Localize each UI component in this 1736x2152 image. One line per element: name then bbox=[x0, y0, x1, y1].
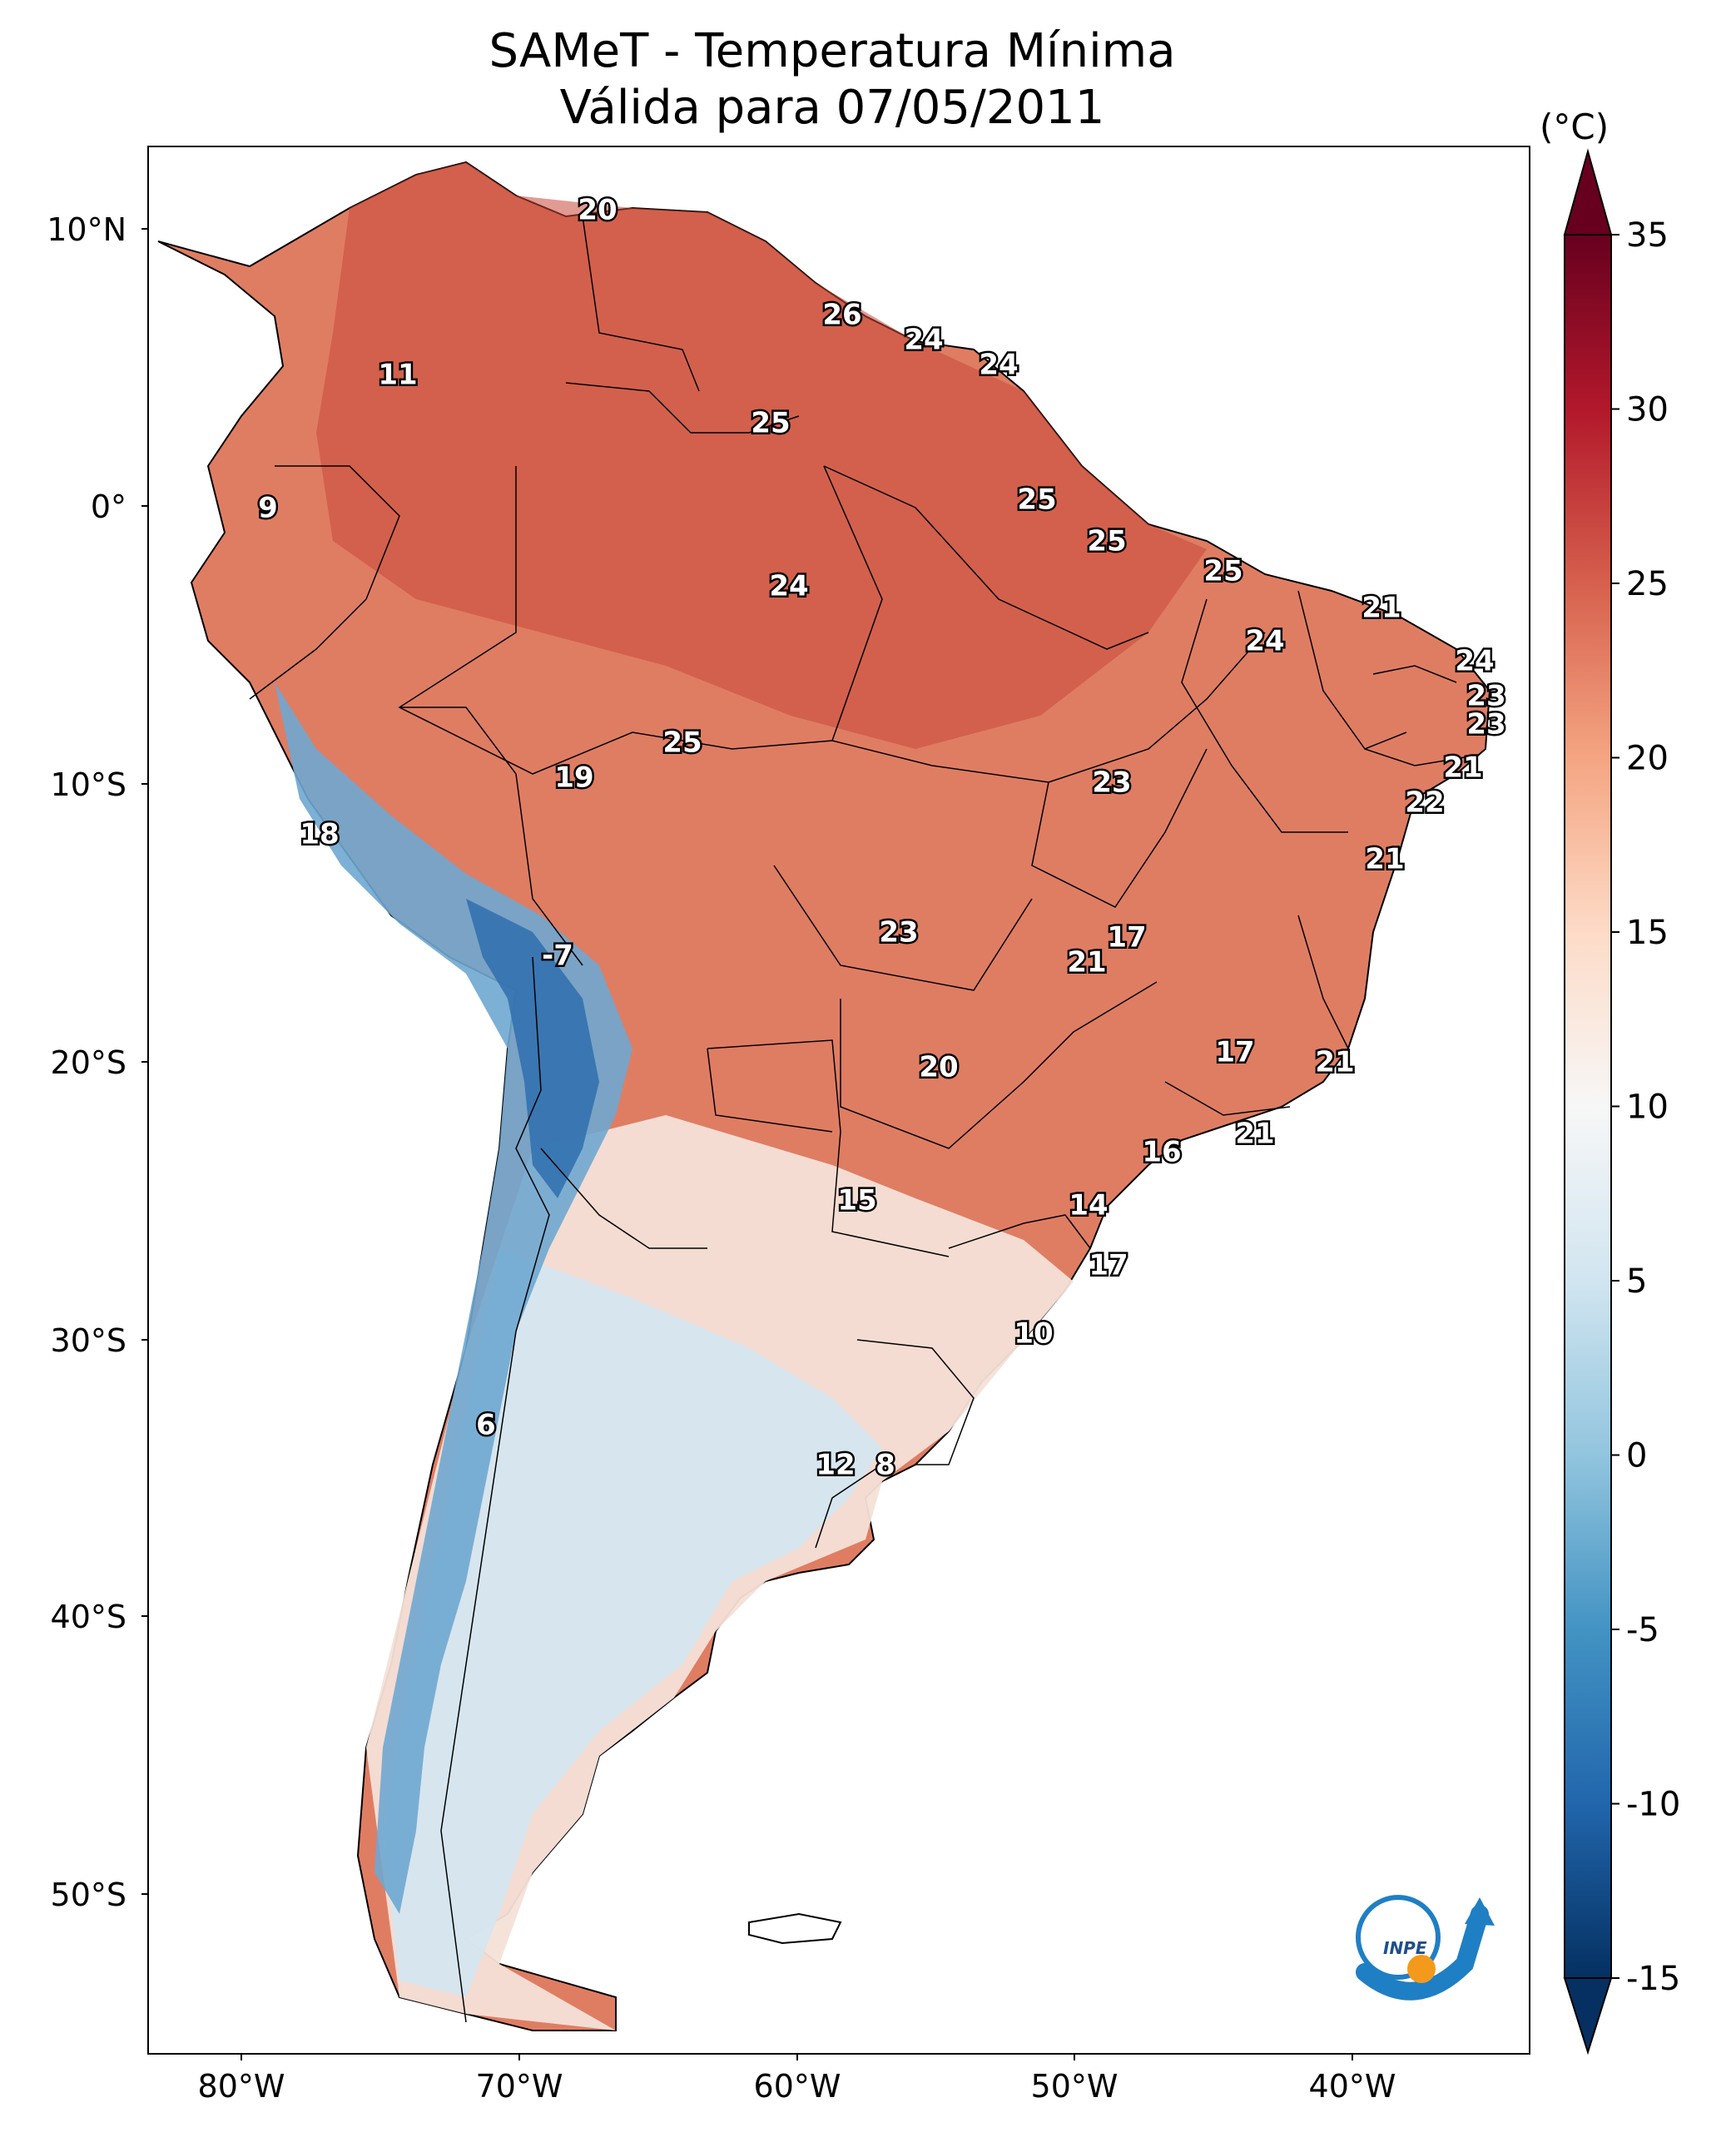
lat-tick-label: 30°S bbox=[51, 1322, 126, 1359]
colorbar-tick-label: 20 bbox=[1626, 740, 1669, 778]
temp-label: 15 bbox=[837, 1184, 876, 1217]
lat-tick-label: 10°S bbox=[51, 766, 126, 803]
temp-label: 21 bbox=[1362, 592, 1401, 625]
temp-label: 25 bbox=[1203, 555, 1242, 588]
temp-label: 17 bbox=[1215, 1036, 1254, 1069]
temp-label: 25 bbox=[1087, 525, 1126, 558]
country-state-borders bbox=[249, 216, 1466, 2023]
lon-tick-label: 70°W bbox=[476, 2068, 563, 2105]
temp-label: 25 bbox=[662, 726, 702, 760]
temp-label: 20 bbox=[578, 194, 617, 227]
temp-label: 20 bbox=[919, 1051, 958, 1084]
lat-tick-label: 40°S bbox=[51, 1599, 126, 1635]
hot-region-north bbox=[316, 162, 1207, 749]
temp-label: 17 bbox=[1107, 921, 1146, 955]
temp-label: 9 bbox=[258, 492, 278, 525]
colorbar-tick-label: -15 bbox=[1626, 1960, 1680, 1998]
temp-label: 26 bbox=[822, 299, 861, 332]
temp-label: 21 bbox=[1365, 843, 1404, 876]
lon-tick-label: 40°W bbox=[1309, 2068, 1396, 2105]
temp-label: 25 bbox=[751, 407, 790, 440]
temp-label: 14 bbox=[1069, 1189, 1108, 1222]
altiplano-coldest bbox=[466, 899, 599, 1198]
temp-label: 23 bbox=[1092, 766, 1131, 800]
lon-tick-label: 50°W bbox=[1031, 2068, 1118, 2105]
lat-tick-label: 10°N bbox=[47, 211, 126, 248]
temp-label: 24 bbox=[979, 349, 1018, 382]
temperature-field bbox=[157, 161, 1491, 2031]
temp-label: 24 bbox=[904, 324, 943, 357]
lat-tick-label: 0° bbox=[91, 488, 126, 525]
temp-label: 24 bbox=[1455, 645, 1494, 678]
inpe-logo: INPE bbox=[1356, 1895, 1495, 2001]
colorbar: 35 30 25 20 15 10 5 0 -5 -10 -15 bbox=[1563, 148, 1680, 2055]
colorbar-extend-max bbox=[1563, 148, 1613, 236]
lat-tick-label: 20°S bbox=[51, 1044, 126, 1081]
lon-tick-label: 80°W bbox=[198, 2068, 285, 2105]
cold-region-pampas bbox=[383, 1248, 882, 1997]
temp-label: 19 bbox=[554, 761, 593, 795]
colorbar-unit-label: (°C) bbox=[1540, 107, 1610, 147]
lon-tick-label: 60°W bbox=[754, 2068, 841, 2105]
map-subtitle: Válida para 07/05/2011 bbox=[559, 81, 1105, 135]
longitude-axis: 80°W 70°W 60°W 50°W 40°W bbox=[198, 2054, 1396, 2105]
temp-label: 23 bbox=[1466, 708, 1505, 741]
temp-label: -7 bbox=[542, 940, 573, 973]
temp-label: 12 bbox=[816, 1449, 855, 1482]
colorbar-tick-label: 0 bbox=[1626, 1437, 1647, 1475]
falkland-islands bbox=[748, 1912, 842, 1945]
temp-label: 11 bbox=[378, 359, 417, 392]
map-title: SAMeT - Temperatura Mínima bbox=[489, 24, 1176, 78]
temp-label: 21 bbox=[1315, 1046, 1354, 1079]
colorbar-tick-label: 15 bbox=[1626, 914, 1669, 952]
map-frame bbox=[147, 146, 1530, 2055]
latitude-axis: 10°N 0° 10°S 20°S 30°S 40°S 50°S bbox=[47, 211, 148, 1913]
temp-label: 16 bbox=[1142, 1136, 1181, 1169]
colorbar-tick-label: 5 bbox=[1626, 1262, 1647, 1301]
colorbar-tick-label: 25 bbox=[1626, 565, 1669, 603]
temp-label: 8 bbox=[875, 1449, 895, 1482]
temp-label: 24 bbox=[1245, 625, 1284, 658]
temp-label: 6 bbox=[476, 1409, 496, 1442]
temp-label: 23 bbox=[879, 916, 918, 950]
colorbar-tick-label: 35 bbox=[1626, 216, 1669, 255]
temp-label: 21 bbox=[1443, 751, 1482, 785]
temp-label: 25 bbox=[1017, 483, 1056, 517]
temp-label: 23 bbox=[1466, 680, 1505, 713]
colorbar-extend-min bbox=[1563, 1977, 1613, 2055]
temp-label: 18 bbox=[300, 818, 339, 851]
temp-label: 22 bbox=[1405, 786, 1444, 820]
colorbar-tick-label: -5 bbox=[1626, 1611, 1659, 1649]
temp-label: 24 bbox=[769, 570, 808, 603]
colorbar-tick-label: -10 bbox=[1626, 1786, 1680, 1824]
temp-label: 17 bbox=[1089, 1249, 1128, 1282]
temperature-labels: 20 26 24 24 11 25 9 25 25 25 24 21 24 24… bbox=[256, 191, 1509, 1484]
colorbar-tick-label: 10 bbox=[1626, 1088, 1669, 1127]
colorbar-tick-label: 30 bbox=[1626, 391, 1669, 429]
lat-tick-label: 50°S bbox=[51, 1877, 126, 1913]
temp-label: 10 bbox=[1014, 1317, 1053, 1351]
colorbar-gradient bbox=[1564, 234, 1612, 1979]
temp-label: 21 bbox=[1067, 946, 1106, 979]
temp-label: 21 bbox=[1235, 1118, 1274, 1151]
inpe-logo-text: INPE bbox=[1383, 1938, 1427, 1958]
